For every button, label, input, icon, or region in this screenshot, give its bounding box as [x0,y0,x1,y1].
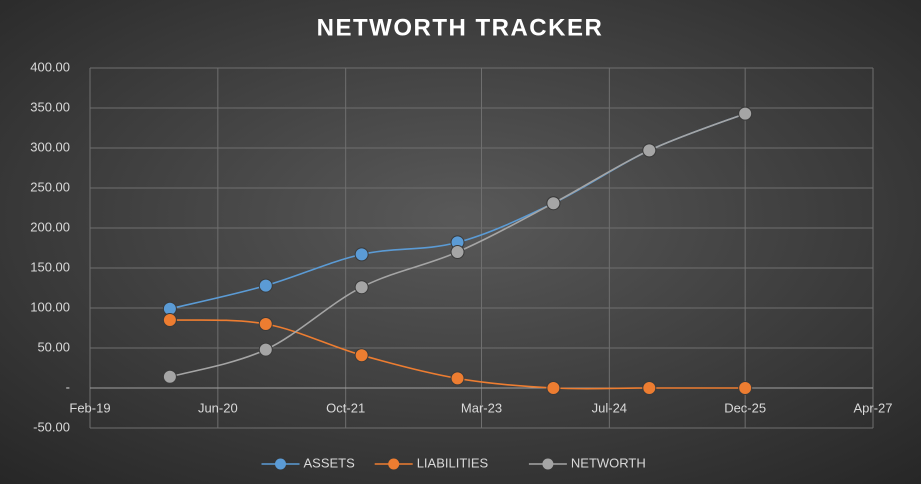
data-point [546,381,561,395]
legend-marker [275,458,286,470]
legend-marker [542,458,554,470]
data-point [162,369,177,384]
data-point [258,317,273,331]
data-point [642,381,657,395]
chart-title: NETWORTH TRACKER [317,14,604,41]
y-tick-label: -50.00 [33,419,70,434]
x-tick-label: Apr-27 [853,400,892,415]
y-tick-label: 200.00 [30,219,70,234]
data-point [354,247,369,262]
y-tick-label: 300.00 [30,139,70,154]
y-tick-label: 150.00 [30,259,70,274]
data-point [642,143,657,158]
y-tick-label: - [66,379,70,394]
x-tick-label: Feb-19 [69,400,110,415]
x-tick-label: Mar-23 [461,400,502,415]
legend-marker [388,458,400,470]
data-point [258,342,273,357]
y-tick-label: 350.00 [30,99,70,114]
data-point [450,245,465,259]
legend: ASSETS LIABILITIES NETWORTH [261,455,646,470]
y-tick-label: 100.00 [30,299,70,314]
y-tick-label: 250.00 [30,179,70,194]
data-point [546,196,561,211]
data-point [258,278,273,293]
legend-label: LIABILITIES [417,455,489,470]
y-tick-label: 400.00 [30,59,70,74]
data-point [354,348,369,363]
legend-label: ASSETS [304,455,356,470]
x-tick-label: Jul-24 [592,400,627,415]
data-point [450,371,465,386]
legend-label: NETWORTH [571,455,646,470]
y-tick-label: 50.00 [37,339,70,354]
x-tick-label: Jun-20 [198,400,238,415]
data-point [738,381,753,395]
data-point [738,106,753,121]
data-point [162,313,177,327]
data-point [354,280,369,295]
x-tick-label: Oct-21 [326,400,365,415]
x-tick-label: Dec-25 [724,400,766,415]
